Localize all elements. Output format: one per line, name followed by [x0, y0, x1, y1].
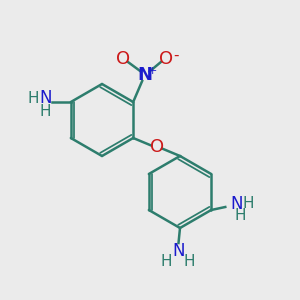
- Text: O: O: [159, 50, 173, 68]
- Text: O: O: [149, 138, 164, 156]
- Text: H: H: [184, 254, 195, 268]
- Text: O: O: [116, 50, 130, 68]
- Text: -: -: [173, 47, 178, 62]
- Text: +: +: [148, 66, 158, 76]
- Text: H: H: [242, 196, 254, 211]
- Text: H: H: [28, 91, 39, 106]
- Text: H: H: [161, 254, 172, 268]
- Text: H: H: [235, 208, 246, 223]
- Text: N: N: [172, 242, 185, 260]
- Text: N: N: [230, 195, 243, 213]
- Text: N: N: [138, 66, 153, 84]
- Text: N: N: [39, 89, 52, 107]
- Text: H: H: [40, 104, 51, 119]
